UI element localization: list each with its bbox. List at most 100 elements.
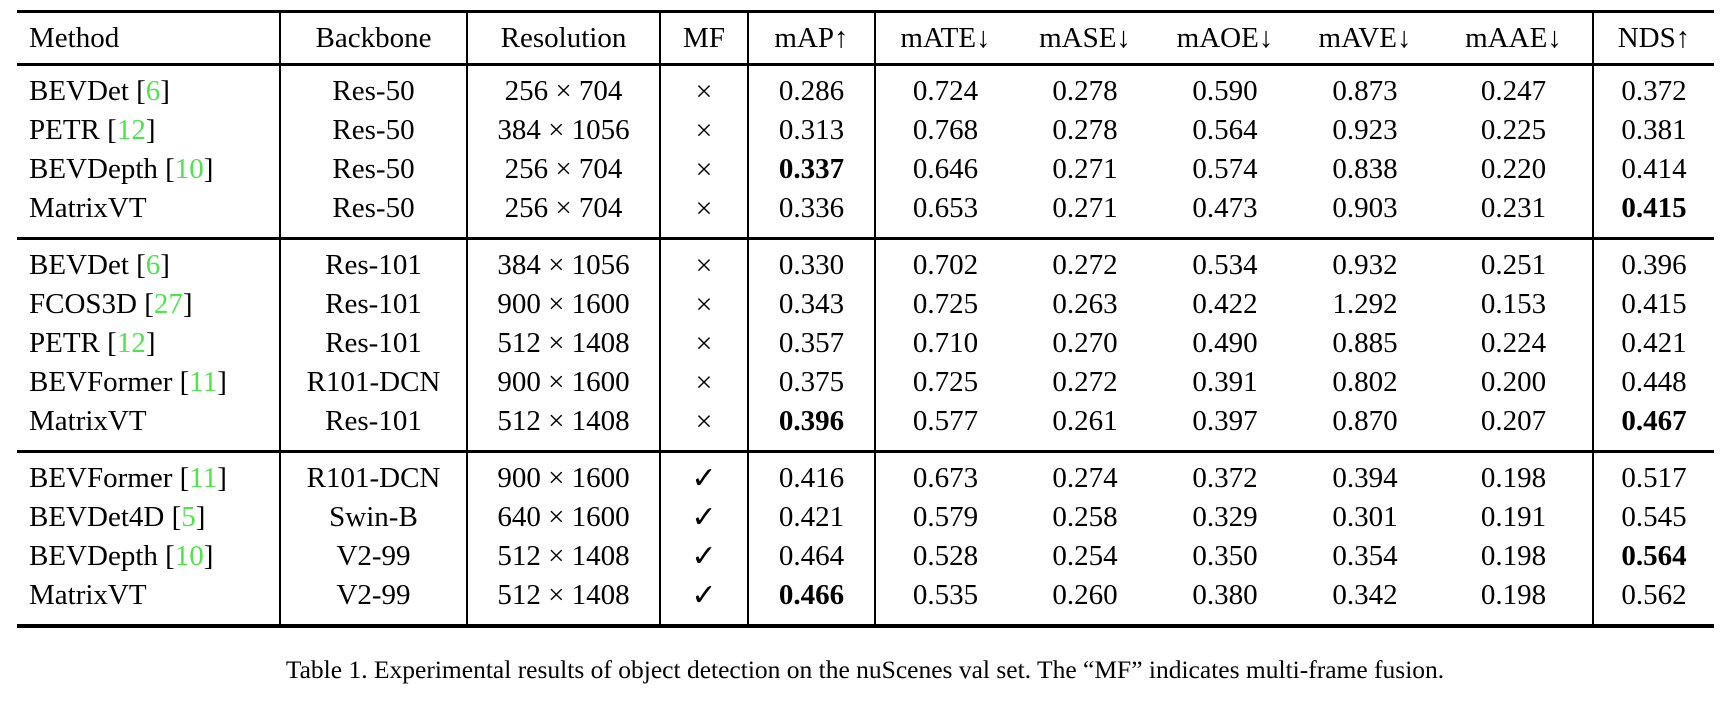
column-header-mave: mAVE↓	[1295, 11, 1435, 66]
map-cell: 0.464	[748, 537, 876, 576]
map-cell: 0.336	[748, 189, 876, 239]
mase-cell: 0.254	[1052, 540, 1118, 572]
maae-cell: 0.247	[1435, 64, 1594, 111]
mate-cell: 0.710	[912, 327, 979, 359]
nds-cell: 0.381	[1621, 114, 1687, 146]
mf-cross-icon: ×	[660, 285, 749, 324]
citation-link[interactable]: 6	[145, 249, 161, 281]
mf-cross-icon: ×	[660, 363, 749, 402]
mate-cell: 0.724	[912, 75, 979, 107]
mave-cell: 0.354	[1332, 540, 1398, 572]
column-header-backbone: Backbone	[280, 11, 468, 66]
mate-cell: 0.528	[912, 540, 979, 572]
mave-cell: 0.932	[1295, 237, 1435, 285]
header-row: Method Backbone Resolution MF mAP↑ mATE↓ mASE↓…	[17, 11, 1714, 66]
mate-cell: 0.653	[912, 192, 979, 224]
nds-cell: 0.562	[1621, 579, 1687, 611]
mave-cell: 1.292	[1332, 288, 1398, 320]
nds-cell: 0.421	[1621, 327, 1687, 359]
resolution-cell: 512 × 1408	[467, 402, 661, 452]
mave-cell: 0.903	[1332, 192, 1398, 224]
maae-cell: 0.191	[1435, 498, 1594, 537]
resolution-cell: 640 × 1600	[467, 498, 661, 537]
mf-cross-icon: ×	[660, 402, 749, 452]
maae-cell: 0.220	[1435, 150, 1594, 189]
citation-link[interactable]: 12	[116, 114, 146, 146]
citation-link[interactable]: 11	[189, 462, 218, 494]
mf-check-icon: ✓	[660, 498, 749, 537]
mf-cross-icon: ×	[660, 324, 749, 363]
mate-cell: 0.646	[912, 153, 979, 185]
mate-cell: 0.725	[912, 366, 979, 398]
mate-cell: 0.702	[875, 237, 1015, 285]
nds-cell: 0.396	[1593, 237, 1714, 285]
mave-cell: 0.838	[1332, 153, 1398, 185]
method-cell: MatrixVT	[17, 402, 281, 452]
row-group: BEVDet [6] Res-101 384 × 1056 × 0.330 0.702 0.…	[17, 237, 1714, 452]
column-header-maae: mAAE↓	[1435, 11, 1594, 66]
maae-cell: 0.198	[1435, 450, 1594, 498]
resolution-cell: 512 × 1408	[467, 537, 661, 576]
method-cell: BEVDepth [10]	[17, 537, 281, 576]
map-cell: 0.416	[748, 450, 876, 498]
backbone-cell: Res-50	[280, 189, 468, 239]
mase-cell: 0.272	[1015, 237, 1155, 285]
mase-cell: 0.261	[1052, 405, 1118, 437]
results-table-wrapper: Method Backbone Resolution MF mAP↑ mATE↓ mASE↓…	[17, 10, 1714, 628]
mate-cell: 0.577	[912, 405, 979, 437]
maoe-cell: 0.329	[1192, 501, 1258, 533]
maae-cell: 0.225	[1435, 111, 1594, 150]
maae-cell: 0.153	[1435, 285, 1594, 324]
mase-cell: 0.271	[1052, 153, 1118, 185]
citation-link[interactable]: 10	[174, 153, 204, 185]
mave-cell: 0.342	[1332, 579, 1398, 611]
mf-check-icon: ✓	[660, 450, 749, 498]
resolution-cell: 256 × 704	[467, 150, 661, 189]
map-cell: 0.330	[748, 237, 876, 285]
mf-cross-icon: ×	[660, 150, 749, 189]
maoe-cell: 0.397	[1192, 405, 1258, 437]
nds-cell: 0.415	[1621, 288, 1687, 320]
maae-cell: 0.198	[1435, 576, 1594, 626]
citation-link[interactable]: 6	[145, 75, 161, 107]
mate-cell: 0.535	[912, 579, 979, 611]
table-row: BEVFormer [11] R101-DCN 900 × 1600 ✓ 0.416 0.…	[17, 450, 1714, 498]
mase-cell: 0.263	[1052, 288, 1118, 320]
backbone-cell: Res-50	[280, 111, 468, 150]
resolution-cell: 900 × 1600	[467, 363, 661, 402]
table-caption: Table 1. Experimental results of object …	[285, 655, 1445, 684]
column-header-mate: mATE↓	[875, 11, 1015, 66]
nds-cell: 0.414	[1621, 153, 1687, 185]
method-cell: FCOS3D [27]	[17, 285, 281, 324]
method-cell: BEVDet [6]	[17, 237, 281, 285]
method-cell: BEVFormer [11]	[17, 363, 281, 402]
method-cell: MatrixVT	[17, 576, 281, 626]
results-table: Method Backbone Resolution MF mAP↑ mATE↓ mASE↓…	[17, 10, 1714, 628]
mate-cell: 0.768	[912, 114, 979, 146]
map-cell: 0.466	[748, 576, 876, 626]
citation-link[interactable]: 27	[153, 288, 183, 320]
table-row: BEVDepth [10] V2-99 512 × 1408 ✓ 0.464 0.528 0…	[17, 537, 1714, 576]
mave-cell: 0.301	[1332, 501, 1398, 533]
backbone-cell: V2-99	[280, 576, 468, 626]
citation-link[interactable]: 12	[116, 327, 146, 359]
maae-cell: 0.198	[1435, 537, 1594, 576]
maoe-cell: 0.372	[1155, 450, 1295, 498]
maae-cell: 0.251	[1435, 237, 1594, 285]
map-cell: 0.337	[748, 150, 876, 189]
mf-check-icon: ✓	[660, 576, 749, 626]
row-group: BEVFormer [11] R101-DCN 900 × 1600 ✓ 0.416 0.…	[17, 450, 1714, 626]
mate-cell: 0.725	[912, 288, 979, 320]
maoe-cell: 0.490	[1192, 327, 1258, 359]
method-cell: PETR [12]	[17, 111, 281, 150]
column-header-maoe: mAOE↓	[1155, 11, 1295, 66]
maoe-cell: 0.350	[1192, 540, 1258, 572]
citation-link[interactable]: 10	[174, 540, 204, 572]
table-row: BEVFormer [11] R101-DCN 900 × 1600 × 0.375 0.…	[17, 363, 1714, 402]
map-cell: 0.375	[748, 363, 876, 402]
mase-cell: 0.272	[1052, 366, 1118, 398]
citation-link[interactable]: 5	[181, 501, 196, 533]
backbone-cell: R101-DCN	[280, 450, 468, 498]
citation-link[interactable]: 11	[189, 366, 218, 398]
mate-cell: 0.673	[875, 450, 1015, 498]
